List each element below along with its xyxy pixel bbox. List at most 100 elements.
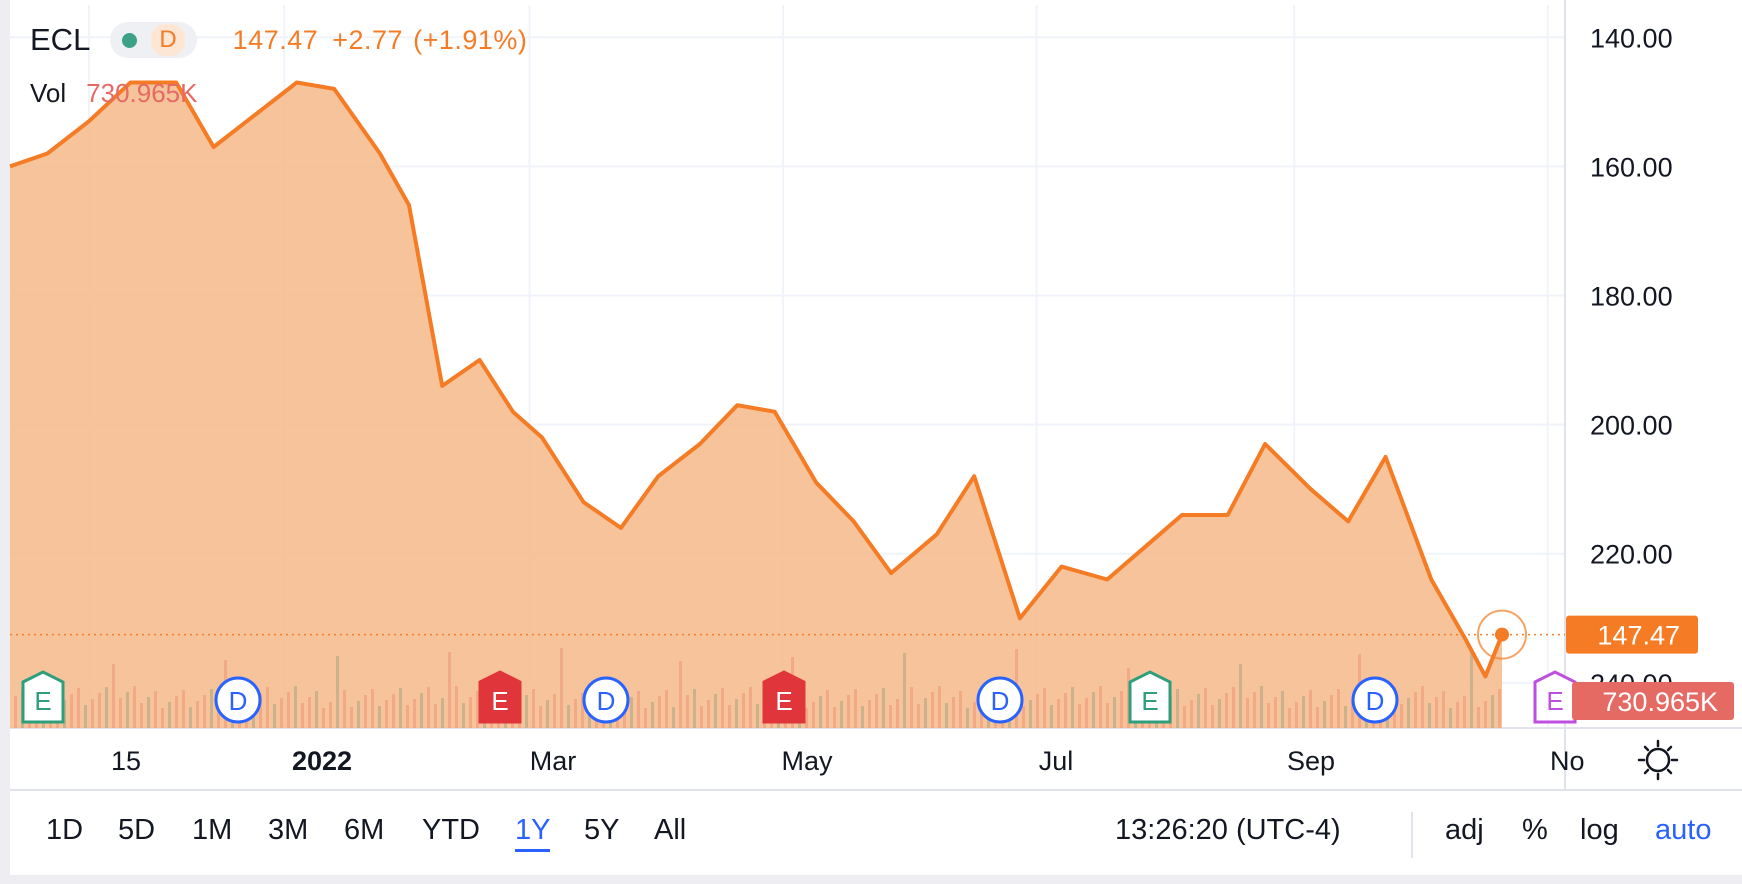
volume-bar xyxy=(679,661,682,728)
range-button-3m[interactable]: 3M xyxy=(268,814,309,846)
range-button-all[interactable]: All xyxy=(654,814,687,846)
volume-bar xyxy=(651,702,654,728)
settings-gear-icon[interactable] xyxy=(1637,739,1679,781)
marker-letter: D xyxy=(597,686,616,716)
market-open-dot-icon xyxy=(122,32,138,48)
volume-bar xyxy=(1204,688,1207,728)
volume-bar xyxy=(1477,707,1480,728)
volume-bar xyxy=(833,707,836,728)
volume-bar xyxy=(1197,694,1200,728)
volume-bar xyxy=(896,699,899,728)
price-change: +2.77 xyxy=(332,24,404,55)
volume-bar xyxy=(413,699,416,728)
volume-bar xyxy=(378,706,381,728)
volume-bar xyxy=(1442,691,1445,728)
symbol-label[interactable]: ECL xyxy=(30,22,91,57)
market-status-pill[interactable]: D xyxy=(110,22,197,58)
volume-bar xyxy=(630,697,633,728)
volume-bar xyxy=(1470,650,1473,728)
marker-letter: D xyxy=(991,686,1010,716)
volume-bar xyxy=(392,694,395,728)
dividend-marker-icon[interactable]: D xyxy=(214,676,262,724)
earnings-marker-icon[interactable]: E xyxy=(478,670,522,724)
marker-letter: E xyxy=(34,686,51,716)
volume-bar xyxy=(168,702,171,728)
volume-bar xyxy=(350,707,353,728)
volume-bar xyxy=(742,693,745,728)
time-tick-label: Jul xyxy=(1039,746,1074,776)
volume-bar xyxy=(1232,687,1235,728)
volume-bar xyxy=(210,689,213,728)
volume-bar xyxy=(273,704,276,728)
volume-bar xyxy=(875,694,878,728)
volume-bar xyxy=(91,699,94,728)
volume-bar xyxy=(434,704,437,728)
volume-bar xyxy=(329,702,332,728)
earnings-marker-icon[interactable]: E xyxy=(1128,670,1172,724)
earnings-marker-icon[interactable]: E xyxy=(762,670,806,724)
volume-bar xyxy=(343,690,346,728)
volume-bar xyxy=(105,687,108,728)
volume-bar xyxy=(1407,698,1410,728)
volume-bar xyxy=(1113,697,1116,728)
volume-bar xyxy=(1050,705,1053,728)
volume-bar xyxy=(637,691,640,728)
volume-bar xyxy=(1043,688,1046,728)
time-axis[interactable]: 15 2022 Mar May Jul Sep No xyxy=(111,746,1585,776)
percent-toggle[interactable]: % xyxy=(1522,814,1548,846)
price-area xyxy=(10,82,1502,728)
volume-bar xyxy=(707,700,710,728)
volume-bar xyxy=(693,689,696,728)
price-tick-label: 180.00 xyxy=(1590,281,1673,311)
volume-bar xyxy=(266,687,269,728)
volume-bar xyxy=(966,708,969,728)
volume-bar xyxy=(1498,689,1501,728)
volume-bar xyxy=(1330,695,1333,728)
dividend-marker-icon[interactable]: D xyxy=(582,676,630,724)
range-button-1y[interactable]: 1Y xyxy=(515,814,551,852)
range-button-1d[interactable]: 1D xyxy=(46,814,84,846)
range-button-6m[interactable]: 6M xyxy=(344,814,385,846)
auto-scale-toggle[interactable]: auto xyxy=(1655,814,1712,846)
volume-bar xyxy=(427,687,430,728)
volume-bar xyxy=(84,705,87,728)
volume-bar xyxy=(1190,700,1193,728)
volume-bar xyxy=(357,701,360,728)
range-button-1m[interactable]: 1M xyxy=(192,814,233,846)
earnings-marker-icon[interactable]: E xyxy=(21,670,65,724)
range-button-5y[interactable]: 5Y xyxy=(584,814,620,846)
interval-badge: D xyxy=(151,24,185,56)
volume-bar xyxy=(315,691,318,728)
range-button-ytd[interactable]: YTD xyxy=(422,814,480,846)
volume-bar xyxy=(665,690,668,728)
price-tick-label: 140.00 xyxy=(1590,23,1673,53)
time-tick-label: Mar xyxy=(530,746,577,776)
volume-bar xyxy=(1274,697,1277,728)
volume-bar xyxy=(826,690,829,728)
dividend-marker-icon[interactable]: D xyxy=(1351,676,1399,724)
volume-bar xyxy=(1106,703,1109,728)
volume-bar xyxy=(119,698,122,728)
volume-bar xyxy=(1484,701,1487,728)
volume-bar xyxy=(1078,704,1081,728)
volume-bar xyxy=(1428,703,1431,728)
volume-label: Vol xyxy=(30,78,67,108)
range-button-5d[interactable]: 5D xyxy=(118,814,156,846)
volume-bar xyxy=(287,692,290,728)
last-volume-badge-label: 730.965K xyxy=(1602,687,1718,717)
volume-bar xyxy=(280,698,283,728)
marker-letter: E xyxy=(1546,686,1563,716)
volume-bar xyxy=(959,691,962,728)
volume-bar xyxy=(581,693,584,728)
adj-toggle[interactable]: adj xyxy=(1445,814,1484,846)
volume-bar xyxy=(525,695,528,728)
earnings-marker-icon[interactable]: E xyxy=(1533,670,1577,724)
volume-bar xyxy=(1183,706,1186,728)
volume-bar xyxy=(1435,697,1438,728)
dividend-marker-icon[interactable]: D xyxy=(976,676,1024,724)
price-axis[interactable]: 240.00220.00200.00180.00160.00140.00147.… xyxy=(1566,23,1734,720)
volume-bar xyxy=(945,703,948,728)
volume-bar xyxy=(868,700,871,728)
volume-bar xyxy=(973,702,976,728)
log-toggle[interactable]: log xyxy=(1580,814,1619,846)
